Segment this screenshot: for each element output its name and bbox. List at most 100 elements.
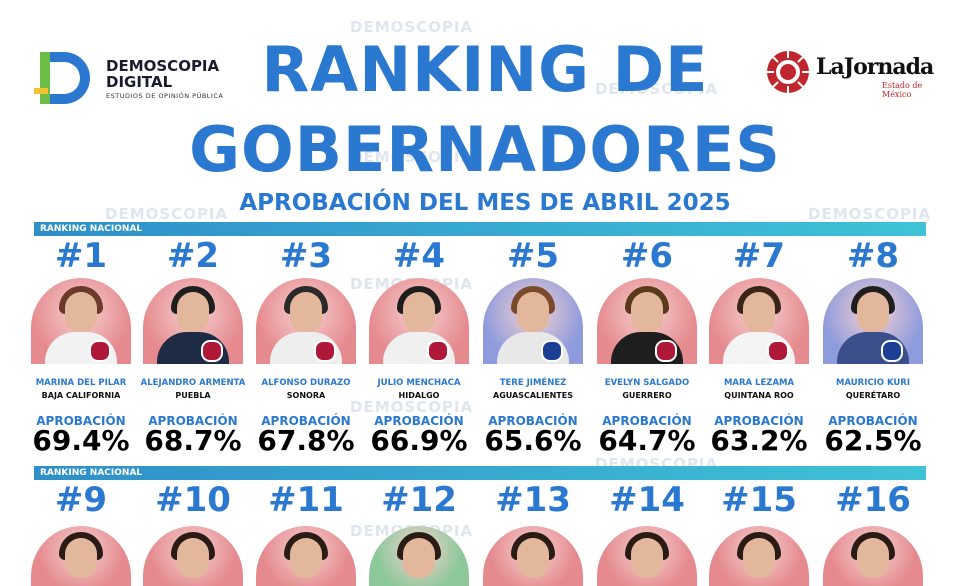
governor-photo xyxy=(709,278,809,364)
section-band: RANKING NACIONAL xyxy=(34,222,926,236)
governor-name: MARA LEZAMA xyxy=(723,378,795,388)
sun-emblem-icon xyxy=(767,51,809,93)
governor-photo xyxy=(597,278,697,364)
governor-name: MAURICIO KURI xyxy=(835,378,911,388)
governor-state: QUERÉTARO xyxy=(845,391,901,400)
rank-number: #12 xyxy=(381,480,457,520)
approval-label: APROBACIÓN xyxy=(148,414,238,428)
governor-state: PUEBLA xyxy=(175,391,211,400)
rank-number: #3 xyxy=(279,236,333,276)
portrait-head xyxy=(65,538,97,578)
governor-photo xyxy=(597,526,697,586)
morena-badge-icon xyxy=(314,340,336,362)
watermark-text: DEMOSCOPIA xyxy=(350,18,474,36)
governor-name: TERE JIMÉNEZ xyxy=(499,378,567,388)
governor-photo xyxy=(143,278,243,364)
approval-value: 69.4% xyxy=(32,424,130,457)
watermark-text: DEMOSCOPIA xyxy=(105,205,229,223)
watermark-text: DEMOSCOPIA xyxy=(808,205,932,223)
governor-photo xyxy=(31,278,131,364)
governor-photo xyxy=(143,526,243,586)
section-label: RANKING NACIONAL xyxy=(40,224,143,234)
governor-state: GUERRERO xyxy=(622,391,672,400)
governor-photo xyxy=(483,278,583,364)
governor-photo xyxy=(256,526,356,586)
rank-number: #16 xyxy=(835,480,911,520)
approval-label: APROBACIÓN xyxy=(374,414,464,428)
approval-label: APROBACIÓN xyxy=(602,414,692,428)
governor-name: ALFONSO DURAZO xyxy=(261,378,351,388)
governor-state: HIDALGO xyxy=(398,391,440,400)
morena-badge-icon xyxy=(89,340,111,362)
portrait-head xyxy=(517,538,549,578)
rank-number: #13 xyxy=(495,480,571,520)
governor-name: JULIO MENCHACA xyxy=(377,378,461,388)
portrait-head xyxy=(857,538,889,578)
approval-label: APROBACIÓN xyxy=(36,414,126,428)
rank-number: #4 xyxy=(392,236,446,276)
page-title-line-1: RANKING DE xyxy=(261,33,709,106)
governor-photo xyxy=(369,278,469,364)
portrait-head xyxy=(177,538,209,578)
rank-number: #11 xyxy=(268,480,344,520)
rank-number: #5 xyxy=(506,236,560,276)
morena-badge-icon xyxy=(201,340,223,362)
demoscopia-logo-icon xyxy=(34,52,90,104)
section-label: RANKING NACIONAL xyxy=(40,468,143,478)
approval-label: APROBACIÓN xyxy=(828,414,918,428)
portrait-head xyxy=(290,292,322,332)
portrait-head xyxy=(65,292,97,332)
governor-photo xyxy=(31,526,131,586)
rank-number: #15 xyxy=(721,480,797,520)
governor-state: BAJA CALIFORNIA xyxy=(41,391,121,400)
portrait-head xyxy=(177,292,209,332)
page-subtitle: APROBACIÓN DEL MES DE ABRIL 2025 xyxy=(239,190,731,216)
approval-label: APROBACIÓN xyxy=(261,414,351,428)
governor-photo xyxy=(256,278,356,364)
approval-label: APROBACIÓN xyxy=(714,414,804,428)
section-band: RANKING NACIONAL xyxy=(34,466,926,480)
approval-value: 65.6% xyxy=(484,424,582,457)
approval-value: 66.9% xyxy=(370,424,468,457)
portrait-head xyxy=(631,292,663,332)
portrait-head xyxy=(631,538,663,578)
rank-number: #2 xyxy=(166,236,220,276)
rank-number: #1 xyxy=(54,236,108,276)
la-jornada-name: LaJornada xyxy=(816,54,934,80)
portrait-head xyxy=(290,538,322,578)
morena-badge-icon xyxy=(427,340,449,362)
logo-title: DEMOSCOPIA DIGITAL xyxy=(106,57,220,91)
rank-number: #7 xyxy=(732,236,786,276)
governor-name: ALEJANDRO ARMENTA xyxy=(140,378,246,388)
rank-number: #14 xyxy=(609,480,685,520)
rank-number: #10 xyxy=(155,480,231,520)
watermark-text: DEMOSCOPIA xyxy=(595,80,719,98)
la-jornada-logo: LaJornada Estado de México xyxy=(764,48,954,99)
watermark-text: DEMOSCOPIA xyxy=(350,398,474,416)
governor-name: MARINA DEL PILAR xyxy=(35,378,127,388)
portrait-head xyxy=(857,292,889,332)
watermark-text: DEMOSCOPIA xyxy=(350,148,474,166)
pan-badge-icon xyxy=(541,340,563,362)
governor-photo xyxy=(483,526,583,586)
approval-label: APROBACIÓN xyxy=(488,414,578,428)
governor-photo xyxy=(709,526,809,586)
page-title-line-2: GOBERNADORES xyxy=(189,113,781,186)
approval-value: 63.2% xyxy=(710,424,808,457)
portrait-head xyxy=(743,538,775,578)
la-jornada-subtitle: Estado de México xyxy=(882,81,923,99)
portrait-head xyxy=(403,538,435,578)
portrait-head xyxy=(403,292,435,332)
portrait-head xyxy=(517,292,549,332)
morena-badge-icon xyxy=(767,340,789,362)
governor-name: EVELYN SALGADO xyxy=(604,378,690,388)
governor-state: AGUASCALIENTES xyxy=(493,391,573,400)
governor-state: SONORA xyxy=(286,391,326,400)
morena-badge-icon xyxy=(655,340,677,362)
demoscopia-logo: DEMOSCOPIA DIGITAL ESTUDIOS DE OPINIÓN P… xyxy=(34,48,234,110)
governor-photo xyxy=(823,278,923,364)
rank-number: #6 xyxy=(620,236,674,276)
approval-value: 62.5% xyxy=(824,424,922,457)
governor-photo xyxy=(823,526,923,586)
approval-value: 68.7% xyxy=(144,424,242,457)
